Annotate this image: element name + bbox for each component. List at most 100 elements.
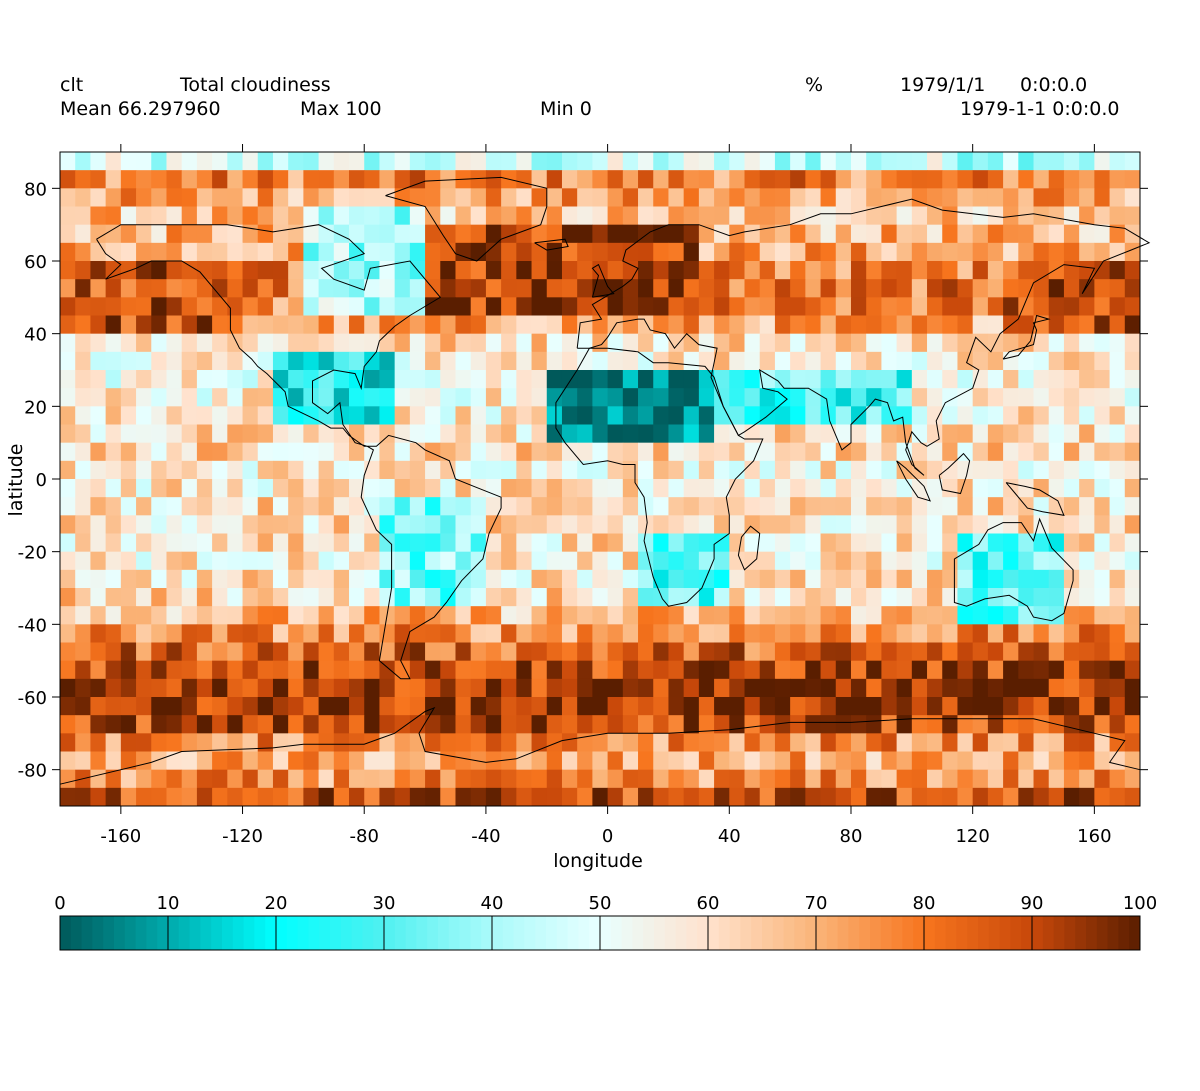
- heatmap-cell: [242, 624, 259, 643]
- heatmap-cell: [607, 733, 624, 752]
- heatmap-cell: [896, 678, 913, 698]
- heatmap-cell: [257, 751, 274, 771]
- heatmap-cell: [120, 406, 137, 425]
- heatmap-cell: [181, 279, 198, 298]
- heatmap-cell: [850, 315, 867, 335]
- heatmap-cell: [759, 515, 776, 534]
- heatmap-cell: [90, 315, 107, 335]
- heatmap-cell: [151, 624, 167, 643]
- heatmap-cell: [561, 333, 578, 353]
- heatmap-cell: [729, 787, 745, 807]
- heatmap-cell: [181, 787, 198, 807]
- heatmap-cell: [212, 551, 228, 571]
- heatmap-cell: [1003, 769, 1019, 789]
- heatmap-cell: [820, 497, 837, 516]
- heatmap-cell: [227, 315, 243, 335]
- heatmap-cell: [120, 660, 137, 680]
- heatmap-cell: [425, 624, 441, 643]
- heatmap-cell: [531, 442, 548, 462]
- heatmap-cell: [622, 515, 639, 534]
- heatmap-cell: [470, 152, 487, 171]
- heatmap-cell: [440, 333, 456, 353]
- heatmap-cell: [1018, 152, 1034, 171]
- heatmap-cell: [790, 678, 806, 698]
- heatmap-cell: [1003, 406, 1019, 425]
- colorbar-segment: [978, 916, 990, 950]
- heatmap-cell: [987, 751, 1004, 771]
- colorbar-segment: [232, 916, 245, 950]
- heatmap-cell: [607, 370, 624, 389]
- heatmap-cell: [927, 733, 943, 752]
- heatmap-cell: [1063, 588, 1080, 607]
- heatmap-cell: [927, 261, 943, 280]
- heatmap-cell: [242, 424, 259, 444]
- heatmap-cell: [592, 351, 608, 371]
- heatmap-cell: [485, 660, 502, 680]
- heatmap-cell: [272, 515, 289, 534]
- heatmap-cell: [470, 460, 487, 480]
- heatmap-cell: [1094, 569, 1110, 589]
- heatmap-cell: [394, 733, 411, 752]
- heatmap-cell: [698, 697, 715, 716]
- heatmap-cell: [105, 370, 122, 389]
- heatmap-cell: [196, 297, 213, 316]
- heatmap-cell: [181, 588, 198, 607]
- heatmap-cell: [805, 533, 821, 553]
- heatmap-cell: [1094, 533, 1110, 553]
- heatmap-cell: [90, 715, 107, 734]
- heatmap-cell: [318, 588, 335, 607]
- heatmap-cell: [1124, 206, 1141, 226]
- heatmap-cell: [1079, 242, 1095, 262]
- heatmap-cell: [744, 660, 761, 680]
- heatmap-cell: [653, 551, 669, 571]
- heatmap-cell: [242, 678, 259, 698]
- heatmap-cell: [774, 678, 791, 698]
- heatmap-cell: [774, 606, 791, 625]
- heatmap-cell: [105, 424, 122, 444]
- heatmap-cell: [516, 261, 532, 280]
- heatmap-cell: [485, 569, 502, 589]
- heatmap-cell: [1033, 515, 1050, 534]
- heatmap-cell: [440, 152, 456, 171]
- heatmap-cell: [501, 406, 517, 425]
- heatmap-cell: [1063, 678, 1080, 698]
- heatmap-cell: [349, 551, 365, 571]
- heatmap-cell: [425, 242, 441, 262]
- colorbar-segment: [427, 916, 439, 950]
- heatmap-cell: [881, 479, 898, 498]
- heatmap-cell: [790, 442, 806, 462]
- heatmap-cell: [638, 333, 654, 353]
- colorbar-segment: [265, 916, 277, 950]
- heatmap-cell: [257, 497, 274, 516]
- heatmap-cell: [105, 660, 122, 680]
- heatmap-cell: [546, 479, 563, 498]
- heatmap-cell: [303, 533, 319, 553]
- heatmap-cell: [1033, 697, 1050, 716]
- heatmap-cell: [561, 406, 578, 425]
- heatmap-cell: [835, 297, 852, 316]
- heatmap-cell: [455, 279, 472, 298]
- heatmap-cell: [257, 769, 274, 789]
- heatmap-cell: [1094, 733, 1110, 752]
- heatmap-cell: [850, 224, 867, 244]
- heatmap-cell: [866, 424, 882, 444]
- coastline: [737, 525, 761, 571]
- heatmap-cell: [911, 242, 928, 262]
- heatmap-cell: [364, 370, 380, 389]
- heatmap-cell: [729, 588, 745, 607]
- heatmap-cell: [1048, 170, 1065, 189]
- heatmap-cell: [288, 188, 304, 207]
- heatmap-cell: [394, 769, 411, 789]
- heatmap-cell: [1109, 660, 1126, 680]
- heatmap-cell: [485, 224, 502, 244]
- heatmap-cell: [850, 479, 867, 498]
- heatmap-cell: [638, 188, 654, 207]
- heatmap-cell: [196, 370, 213, 389]
- heatmap-cell: [364, 479, 380, 498]
- heatmap-cell: [698, 551, 715, 571]
- heatmap-cell: [166, 642, 183, 662]
- heatmap-cell: [1063, 170, 1080, 189]
- heatmap-cell: [774, 206, 791, 226]
- heatmap-cell: [1033, 588, 1050, 607]
- heatmap-cell: [349, 297, 365, 316]
